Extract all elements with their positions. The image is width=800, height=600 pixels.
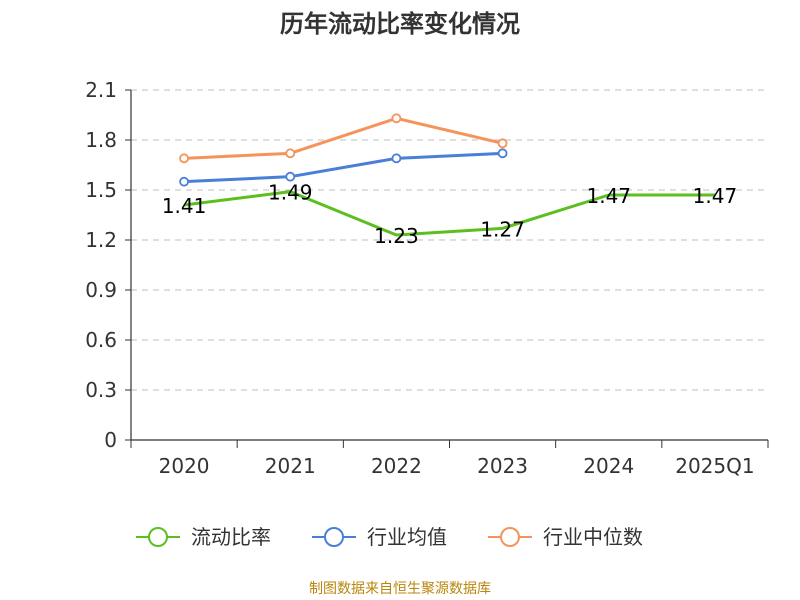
y-tick-label: 0.9 (85, 278, 117, 302)
data-point (391, 153, 402, 164)
data-label: 1.27 (480, 217, 525, 241)
legend-marker (324, 527, 344, 547)
y-tick-label: 1.5 (85, 178, 117, 202)
data-label: 1.47 (693, 184, 738, 208)
legend-label: 行业均值 (367, 525, 447, 549)
data-label: 1.41 (162, 194, 207, 218)
y-tick-label: 2.1 (85, 78, 117, 102)
x-tick-label: 2022 (371, 454, 422, 478)
y-tick-label: 1.2 (85, 228, 117, 252)
data-label: 1.49 (268, 181, 313, 205)
legend-marker (148, 527, 168, 547)
legend-label: 流动比率 (191, 525, 271, 549)
y-tick-label: 1.8 (85, 128, 117, 152)
data-point (497, 138, 508, 149)
data-point (179, 176, 189, 187)
x-tick-label: 2024 (583, 454, 634, 478)
x-tick-label: 2020 (159, 454, 210, 478)
data-label: 1.23 (374, 224, 419, 248)
data-point (179, 153, 189, 164)
y-tick-label: 0.3 (85, 378, 117, 402)
x-tick-label: 2023 (477, 454, 528, 478)
series-line (184, 151, 503, 184)
y-tick-label: 0 (104, 428, 117, 452)
data-point (391, 113, 402, 124)
legend-marker (500, 527, 520, 547)
legend-label: 行业中位数 (543, 525, 643, 549)
series-line (184, 116, 503, 160)
chart-title: 历年流动比率变化情况 (280, 10, 520, 38)
source-note: 制图数据来自恒生聚源数据库 (309, 581, 491, 597)
data-point (497, 148, 508, 159)
series-line (183, 190, 715, 237)
x-tick-label: 2025Q1 (675, 454, 754, 478)
x-tick-label: 2021 (265, 454, 316, 478)
y-tick-label: 0.6 (85, 328, 117, 352)
data-point (285, 148, 296, 159)
data-point (285, 171, 296, 182)
data-label: 1.47 (586, 184, 631, 208)
